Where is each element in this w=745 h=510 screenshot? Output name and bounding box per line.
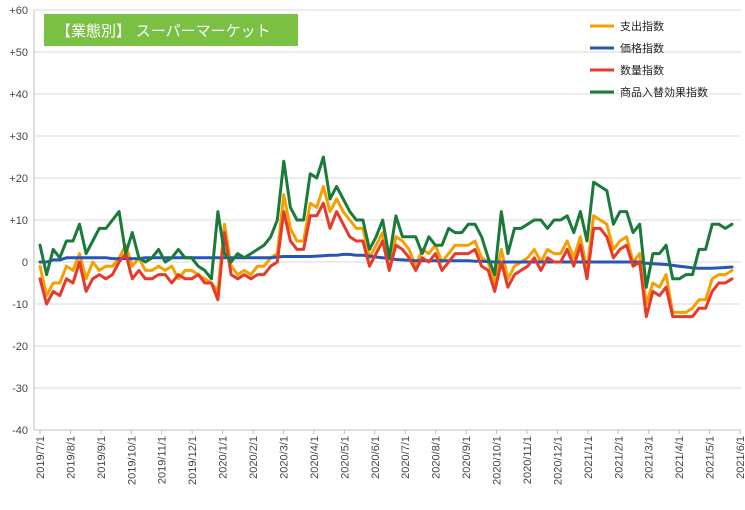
legend-label: 数量指数 — [620, 63, 664, 77]
x-tick-label: 2020/3/1 — [278, 436, 290, 479]
series-line — [38, 155, 734, 289]
x-tick-label: 2019/11/1 — [157, 436, 169, 484]
x-tick-label: 2021/3/1 — [644, 436, 656, 479]
x-tick-label: 2020/2/1 — [248, 436, 260, 479]
x-tick-label: 2020/11/1 — [522, 436, 534, 484]
x-tick-label: 2020/5/1 — [339, 436, 351, 479]
series-lines — [38, 155, 734, 319]
x-tick-label: 2021/1/1 — [583, 436, 595, 479]
x-tick-label: 2020/12/1 — [552, 436, 564, 485]
x-tick-label: 2021/6/1 — [735, 436, 745, 479]
x-tick-label: 2020/10/1 — [492, 436, 504, 485]
x-tick-label: 2020/6/1 — [370, 436, 382, 479]
y-tick-label: +20 — [9, 173, 28, 185]
y-tick-label: 0 — [22, 257, 28, 269]
x-tick-label: 2019/9/1 — [96, 436, 108, 479]
x-tick-label: 2019/8/1 — [65, 436, 77, 479]
x-tick-label: 2021/2/1 — [613, 436, 625, 479]
legend-label: 支出指数 — [620, 19, 664, 33]
x-tick-label: 2021/4/1 — [674, 436, 686, 479]
y-tick-label: +50 — [9, 47, 28, 59]
y-axis-ticks: -40 -30 -20 -10 0 +10 +20 +30 +40 +50 +60 — [9, 5, 28, 437]
chart-title-box: 【業態別】 スーパーマーケット — [44, 14, 298, 46]
series-line — [38, 201, 734, 319]
chart-title-background — [44, 14, 298, 46]
y-tick-label: -20 — [12, 341, 28, 353]
y-tick-label: -10 — [12, 299, 28, 311]
y-tick-label: -40 — [12, 425, 28, 437]
x-tick-label: 2021/5/1 — [705, 436, 717, 479]
x-tick-label: 2020/9/1 — [461, 436, 473, 479]
x-tick-label: 2019/12/1 — [187, 436, 199, 485]
y-tick-label: +60 — [9, 5, 28, 17]
x-axis-ticks: 2019/7/1 2019/8/1 2019/9/1 2019/10/1 2019/11… — [35, 430, 745, 485]
x-tick-label: 2020/7/1 — [400, 436, 412, 479]
x-tick-label: 2020/1/1 — [218, 436, 230, 479]
x-tick-label: 2019/7/1 — [35, 436, 47, 479]
chart-title: 【業態別】 スーパーマーケット — [56, 22, 271, 40]
x-tick-label: 2020/4/1 — [309, 436, 321, 479]
x-tick-label: 2020/8/1 — [431, 436, 443, 479]
legend-label: 価格指数 — [620, 41, 664, 55]
legend-label: 商品入替効果指数 — [620, 85, 708, 99]
y-tick-label: +10 — [9, 215, 28, 227]
y-tick-label: +40 — [9, 89, 28, 101]
y-tick-label: -30 — [12, 383, 28, 395]
y-tick-label: +30 — [9, 131, 28, 143]
x-tick-label: 2019/10/1 — [126, 436, 138, 485]
